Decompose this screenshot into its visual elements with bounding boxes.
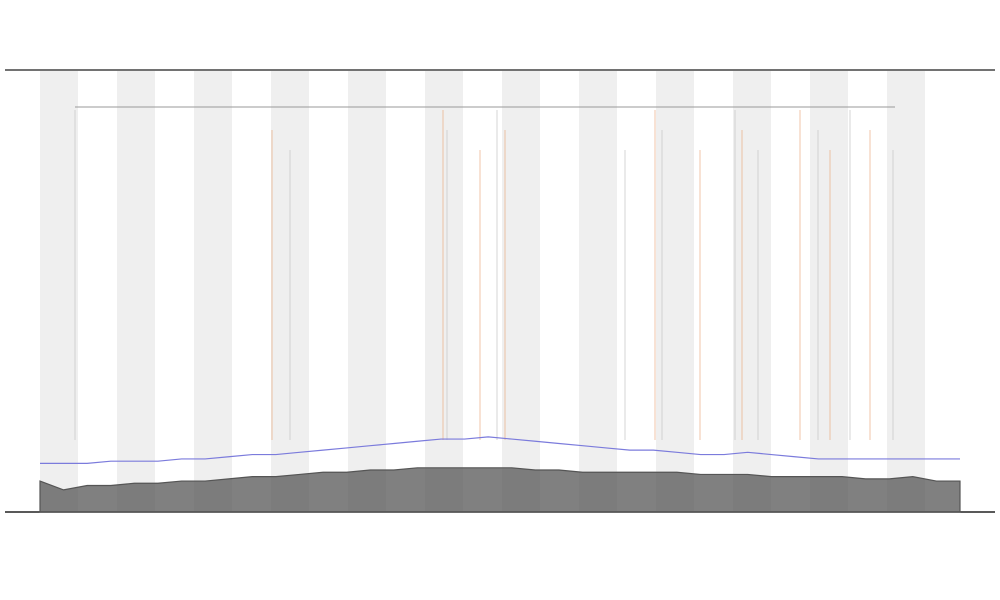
band <box>194 71 232 511</box>
series-line <box>40 436 960 464</box>
band <box>502 71 540 511</box>
band <box>887 71 925 511</box>
band <box>579 71 617 511</box>
band <box>348 71 386 511</box>
band <box>40 71 78 511</box>
band <box>656 71 694 511</box>
background-bands <box>40 71 925 511</box>
band <box>425 71 463 511</box>
band <box>733 71 771 511</box>
spike-lines <box>74 110 894 440</box>
band <box>117 71 155 511</box>
series-area <box>39 467 961 513</box>
band <box>810 71 848 511</box>
